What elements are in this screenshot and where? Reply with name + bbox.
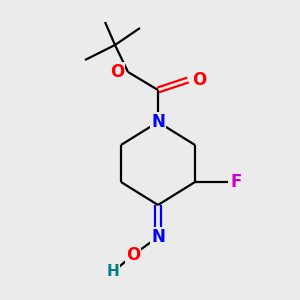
Text: O: O [110,63,124,81]
Text: N: N [151,228,165,246]
Text: F: F [231,173,242,191]
Text: O: O [192,71,206,89]
Text: N: N [151,113,165,131]
Text: H: H [106,265,119,280]
Text: O: O [126,246,140,264]
